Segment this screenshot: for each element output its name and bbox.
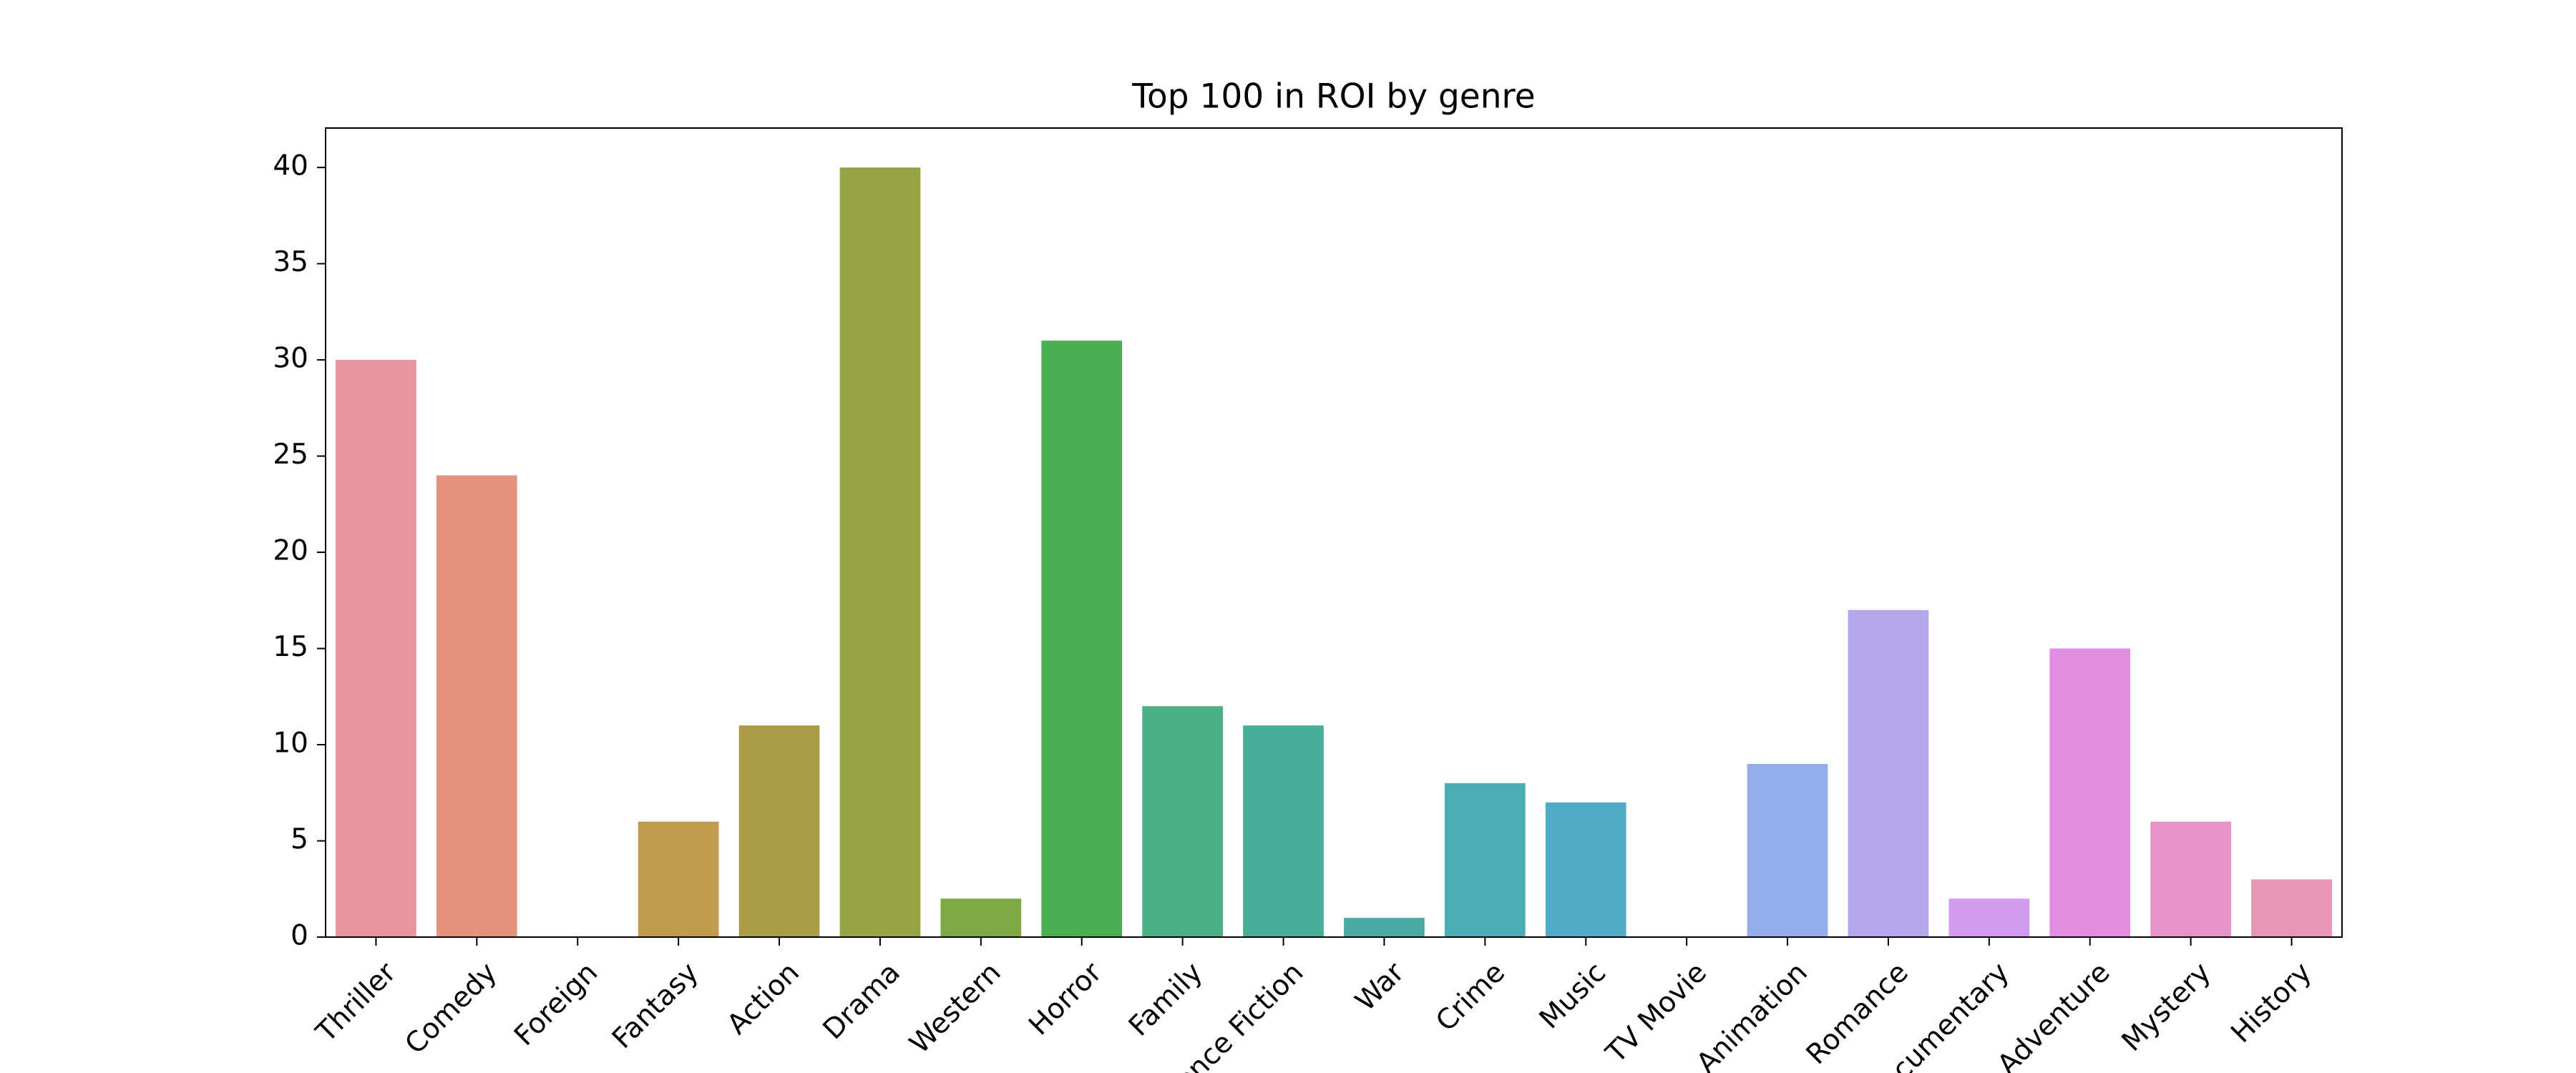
bar xyxy=(1444,783,1526,937)
bar xyxy=(2150,821,2232,937)
bar xyxy=(1142,706,1224,937)
y-tick-label: 30 xyxy=(273,343,308,375)
bar xyxy=(436,475,517,937)
chart-title: Top 100 in ROI by genre xyxy=(1131,77,1535,117)
bar xyxy=(839,167,921,937)
bar xyxy=(1848,609,1929,937)
y-tick-label: 5 xyxy=(291,823,308,856)
bar xyxy=(638,821,719,937)
y-tick-label: 35 xyxy=(273,246,308,278)
bar xyxy=(940,898,1022,937)
bar xyxy=(1344,918,1425,937)
bar xyxy=(1948,898,2030,937)
y-tick-label: 25 xyxy=(273,438,308,471)
y-tick-label: 0 xyxy=(291,920,308,952)
y-tick-label: 40 xyxy=(273,150,308,182)
bar xyxy=(336,360,416,937)
bar xyxy=(1545,802,1626,937)
y-tick-label: 10 xyxy=(273,727,308,760)
bar xyxy=(1747,763,1828,937)
bar xyxy=(1041,340,1123,937)
bar xyxy=(2049,648,2131,937)
y-tick-label: 15 xyxy=(273,631,308,663)
bar xyxy=(2251,879,2332,937)
plot-frame xyxy=(325,127,2343,938)
bar xyxy=(738,725,820,937)
bar xyxy=(1243,725,1324,937)
y-tick-label: 20 xyxy=(273,535,308,567)
